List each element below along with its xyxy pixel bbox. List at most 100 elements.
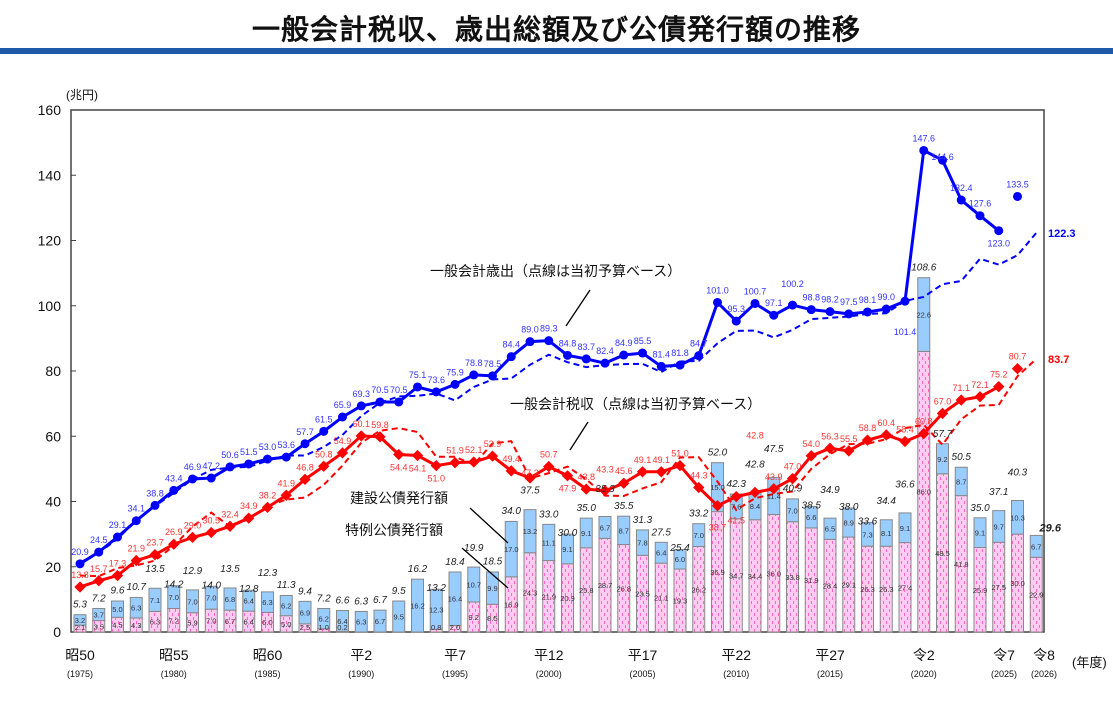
point-tax (786, 473, 799, 485)
bar-special-label: 3.5 (94, 622, 104, 631)
point-tax (486, 450, 499, 462)
label-expenditure: 78.5 (484, 359, 502, 369)
bar-construction-bond (392, 600, 406, 633)
bar-special-label: 86.0 (916, 488, 931, 497)
bar-construction-bond (598, 516, 612, 539)
bar-construction-label: 8.7 (619, 526, 629, 535)
bar-total-label: 36.6 (895, 480, 915, 491)
bar-total-label: 7.2 (92, 594, 106, 605)
label-expenditure: 53.6 (277, 440, 295, 450)
x-tick-year: (2000) (536, 669, 562, 679)
label-tax: 56.3 (821, 431, 839, 441)
bar-total-label: 34.9 (820, 485, 840, 496)
point-tax (768, 483, 780, 495)
bar-total-label: 50.5 (952, 452, 972, 463)
point-expenditure (113, 532, 122, 542)
point-expenditure (994, 226, 1004, 236)
label-tax: 46.8 (296, 462, 314, 472)
bar-construction-label: 7.1 (150, 596, 160, 605)
bar-construction-label: 6.3 (262, 598, 272, 607)
x-tick-label: 平12 (534, 647, 564, 663)
label-expenditure: 82.4 (596, 346, 614, 356)
bar-construction-bond (692, 523, 706, 548)
y-tick-label: 60 (45, 428, 61, 444)
bar-construction-label: 6.4 (656, 549, 666, 558)
bar-special-label: 22.9 (1029, 591, 1044, 600)
bar-special-label: 21.1 (654, 594, 669, 603)
bar-construction-label: 8.1 (881, 529, 891, 538)
point-tax (805, 450, 817, 462)
point-expenditure (788, 300, 797, 310)
bar-special-label: 25.9 (973, 586, 988, 595)
bar-construction-label: 8.9 (844, 519, 854, 528)
bar-construction-bond (879, 519, 893, 547)
bar-construction-bond (917, 277, 931, 352)
point-tax (411, 449, 424, 462)
label-expenditure: 132.4 (950, 183, 973, 193)
point-expenditure (619, 350, 629, 360)
point-expenditure (881, 304, 891, 314)
point-tax (149, 549, 161, 561)
label-expenditure: 69.3 (352, 389, 370, 399)
bar-construction-bond (504, 520, 518, 578)
bar-total-label: 9.5 (392, 586, 406, 597)
point-expenditure (488, 371, 497, 381)
bar-special-label: 27.5 (991, 583, 1006, 592)
point-expenditure (263, 454, 272, 464)
bar-total-label: 37.5 (520, 486, 540, 497)
x-tick-label: 平22 (721, 647, 751, 663)
bar-construction-bond (954, 466, 968, 497)
x-tick-year: (1990) (348, 669, 374, 679)
label-tax: 72.1 (971, 380, 989, 390)
bar-total-label: 14.2 (164, 580, 184, 591)
bar-construction-bond (279, 594, 293, 617)
bar-total-label: 42.8 (745, 459, 765, 470)
bar-construction-label: 3.7 (94, 611, 104, 620)
label-expenditure: 43.4 (165, 473, 183, 483)
point-expenditure (375, 397, 385, 407)
bar-construction-bond (523, 509, 537, 554)
bar-special-label: 6.4 (244, 618, 254, 627)
label-expenditure: 101.4 (894, 327, 917, 337)
point-expenditure (1013, 191, 1022, 201)
bar-construction-bond (842, 507, 856, 538)
label-tax: 43.9 (765, 472, 783, 482)
label-expenditure: 84.9 (615, 338, 633, 348)
label-expenditure: 144.6 (931, 152, 954, 162)
bar-special-label: 2.0 (450, 623, 460, 632)
label-expenditure: 53.0 (259, 442, 277, 452)
bar-construction-bond (673, 548, 687, 570)
x-tick-year: (1985) (254, 669, 280, 679)
bar-special-label: 21.9 (541, 592, 556, 601)
label-expenditure: 127.6 (969, 199, 992, 209)
y-tick-label: 40 (45, 494, 61, 510)
point-expenditure (825, 307, 835, 317)
point-tax (336, 447, 349, 459)
bar-total-label: 6.7 (373, 595, 387, 606)
bar-special-label: 5.0 (281, 620, 291, 629)
y-axis-unit: (兆円) (66, 88, 98, 102)
y-tick-label: 100 (38, 298, 62, 314)
label-tax: 54.1 (409, 463, 427, 473)
bar-total-label: 16.2 (408, 564, 428, 575)
point-expenditure (281, 452, 291, 462)
label-expenditure: 97.1 (765, 298, 783, 308)
bar-special-label: 0.8 (431, 623, 441, 632)
bar-total-label: 14.0 (202, 580, 222, 591)
label-tax: 38.7 (709, 523, 727, 533)
bar-construction-label: 9.7 (994, 522, 1004, 531)
label-expenditure: 98.1 (859, 295, 877, 305)
bar-construction-bond (111, 600, 124, 618)
label-expenditure: 81.4 (652, 349, 670, 359)
bar-construction-label: 7.0 (187, 597, 197, 606)
bar-special-label: 4.5 (112, 621, 122, 630)
label-tax: 47.0 (784, 462, 802, 472)
bar-construction-label: 6.0 (675, 555, 685, 564)
x-tick-year: (2026) (1031, 669, 1057, 679)
bar-construction-label: 11.1 (542, 538, 556, 547)
bar-special-label: 31.9 (804, 576, 819, 585)
label-expenditure: 70.5 (371, 385, 389, 395)
bar-special-label: 2.5 (300, 623, 310, 632)
point-tax (261, 501, 274, 514)
